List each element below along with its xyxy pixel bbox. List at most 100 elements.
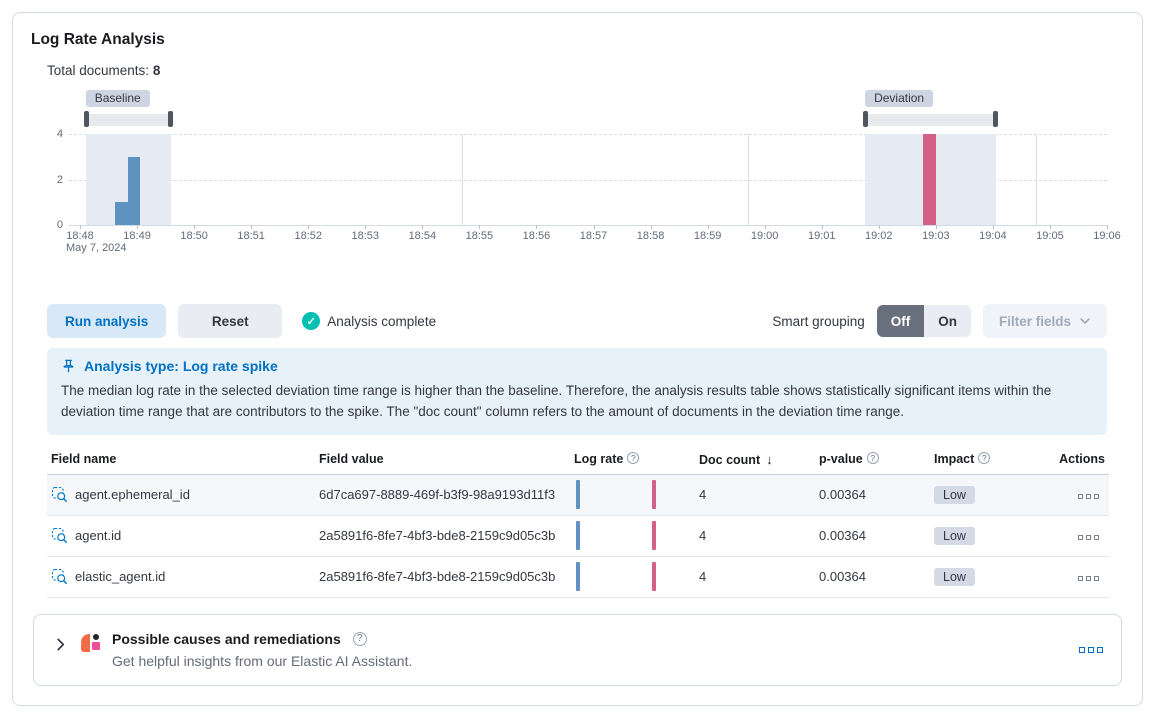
- field-value: 2a5891f6-8fe7-4bf3-bde8-2159c9d05c3b: [319, 528, 556, 544]
- axis-tick: [80, 225, 81, 229]
- table-row: elastic_agent.id 2a5891f6-8fe7-4bf3-bde8…: [47, 556, 1109, 598]
- axis-tick: [935, 225, 937, 229]
- gridline: [1035, 134, 1037, 225]
- x-axis-label: 19:00: [750, 230, 779, 242]
- x-axis-label: 18:48: [66, 230, 94, 242]
- document-count-chart: Baseline Deviation 18:48 18:49 18:50 18:51 18…: [47, 90, 1121, 256]
- axis-tick: [1107, 225, 1108, 229]
- panel-actions-button[interactable]: [1079, 646, 1103, 653]
- axis-tick: [479, 225, 481, 229]
- brush-handle[interactable]: [863, 111, 869, 127]
- filter-for-field-icon[interactable]: [51, 486, 68, 503]
- total-documents-value: 8: [152, 63, 161, 78]
- total-documents: Total documents: 8: [47, 63, 161, 78]
- brush-handle[interactable]: [168, 111, 174, 127]
- filter-fields-button[interactable]: Filter fields: [982, 304, 1107, 338]
- axis-tick: [707, 225, 709, 229]
- brush-badge-row: Baseline Deviation: [69, 90, 1107, 109]
- p-value: 0.00364: [815, 515, 930, 557]
- axis-tick: [878, 225, 880, 229]
- question-in-circle-icon[interactable]: ?: [866, 452, 879, 465]
- results-table: Field name Field value Log rate? Doc cou…: [47, 446, 1109, 598]
- doc-count: 4: [695, 474, 815, 516]
- reset-button[interactable]: Reset: [178, 304, 283, 338]
- possible-causes-subtitle: Get helpful insights from our Elastic AI…: [112, 652, 413, 669]
- row-actions-button[interactable]: [1078, 535, 1099, 541]
- analysis-type-callout: Analysis type: Log rate spike The median…: [47, 348, 1107, 435]
- row-actions-button[interactable]: [1078, 494, 1099, 500]
- run-analysis-button[interactable]: Run analysis: [47, 304, 167, 338]
- y-axis-label: 2: [56, 173, 63, 186]
- x-axis-label: 18:53: [351, 230, 380, 242]
- field-value: 2a5891f6-8fe7-4bf3-bde8-2159c9d05c3b: [319, 569, 556, 585]
- brush-handle[interactable]: [83, 111, 89, 127]
- col-header-p-value[interactable]: p-value?: [815, 446, 930, 475]
- deviation-brush[interactable]: [865, 114, 996, 126]
- callout-title: Analysis type: Log rate spike: [84, 358, 278, 374]
- log-rate-mini-chart: [574, 562, 691, 592]
- x-axis-label: 19:01: [807, 230, 836, 242]
- deviation-badge: Deviation: [865, 90, 934, 107]
- axis-tick: [251, 225, 253, 229]
- axis-tick: [137, 225, 139, 229]
- col-header-log-rate[interactable]: Log rate?: [570, 446, 695, 475]
- chart-x-axis: 18:48 18:49 18:50 18:51 18:52 18:53 18:54 18:55…: [66, 230, 1121, 256]
- question-in-circle-icon[interactable]: ?: [352, 631, 367, 646]
- brush-row: [69, 111, 1107, 127]
- x-axis-label: 18:55: [465, 230, 494, 242]
- baseline-bar: [115, 202, 128, 225]
- sort-desc-icon: ↓: [766, 451, 773, 467]
- impact-badge: Low: [934, 568, 975, 587]
- smart-grouping-label: Smart grouping: [772, 313, 865, 329]
- log-rate-mini-chart: [574, 521, 691, 551]
- log-rate-mini-chart: [574, 480, 691, 510]
- log-rate-analysis-panel: Log Rate Analysis Total documents: 8 Bas…: [12, 12, 1143, 706]
- p-value: 0.00364: [815, 474, 930, 516]
- analysis-status: ✓ Analysis complete: [302, 312, 436, 330]
- baseline-brush[interactable]: [85, 114, 172, 126]
- x-axis-label: 18:49: [123, 230, 151, 242]
- expand-accordion-button[interactable]: [52, 634, 69, 658]
- analysis-toolbar: Run analysis Reset ✓ Analysis complete S…: [47, 304, 1107, 338]
- question-in-circle-icon[interactable]: ?: [978, 452, 991, 465]
- x-axis-label: 18:58: [636, 230, 665, 242]
- impact-badge: Low: [934, 486, 975, 505]
- field-name: agent.ephemeral_id: [75, 487, 190, 503]
- axis-tick: [308, 225, 310, 229]
- brush-handle[interactable]: [992, 111, 998, 127]
- x-axis-date-label: May 7, 2024: [66, 242, 127, 254]
- smart-grouping-on-button[interactable]: On: [924, 305, 971, 337]
- question-in-circle-icon[interactable]: ?: [627, 452, 640, 465]
- p-value: 0.00364: [815, 556, 930, 598]
- elastic-ai-assistant-icon: [81, 633, 100, 653]
- x-axis-label: 19:02: [865, 230, 893, 242]
- col-header-field-value: Field value: [315, 446, 570, 475]
- possible-causes-panel: Possible causes and remediations ? Get h…: [33, 613, 1122, 686]
- pin-icon: [63, 359, 74, 372]
- filter-for-field-icon[interactable]: [51, 568, 68, 585]
- axis-tick: [422, 225, 424, 229]
- check-circle-icon: ✓: [302, 312, 321, 330]
- x-axis-label: 19:05: [1036, 230, 1064, 242]
- x-axis-label: 18:51: [237, 230, 265, 242]
- col-header-impact[interactable]: Impact?: [930, 446, 1030, 475]
- col-header-doc-count[interactable]: Doc count ↓: [695, 446, 815, 475]
- doc-count: 4: [695, 556, 815, 598]
- results-table-body: agent.ephemeral_id 6d7ca697-8889-469f-b3…: [47, 474, 1109, 598]
- doc-count: 4: [695, 515, 815, 557]
- chevron-right-icon: [57, 638, 65, 651]
- y-axis-label: 0: [56, 219, 63, 231]
- impact-badge: Low: [934, 527, 975, 546]
- axis-tick: [764, 225, 766, 229]
- possible-causes-title[interactable]: Possible causes and remediations: [112, 630, 341, 647]
- x-axis-label: 19:03: [922, 230, 950, 242]
- baseline-badge: Baseline: [85, 90, 150, 107]
- row-actions-button[interactable]: [1078, 576, 1099, 582]
- chevron-down-icon: [1080, 318, 1090, 325]
- x-axis-label: 19:04: [979, 230, 1007, 242]
- gridline: [69, 179, 1107, 181]
- smart-grouping-toggle: Off On: [876, 305, 971, 337]
- smart-grouping-off-button[interactable]: Off: [876, 305, 925, 337]
- axis-tick: [536, 225, 538, 229]
- filter-for-field-icon[interactable]: [51, 527, 68, 544]
